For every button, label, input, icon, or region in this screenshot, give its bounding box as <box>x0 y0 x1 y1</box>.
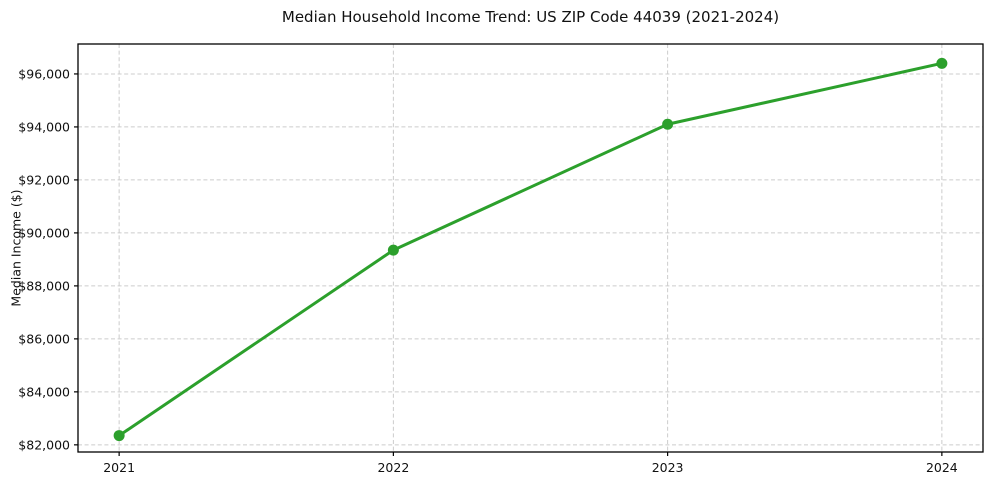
x-tick-label: 2024 <box>926 460 958 475</box>
data-point <box>113 430 125 442</box>
y-tick-label: $86,000 <box>18 331 70 346</box>
data-point <box>387 244 399 256</box>
x-tick-label: 2023 <box>652 460 684 475</box>
plot-frame <box>77 43 984 453</box>
data-point <box>662 118 674 130</box>
y-tick-label: $82,000 <box>18 437 70 452</box>
y-tick-label: $90,000 <box>18 225 70 240</box>
y-tick-label: $88,000 <box>18 278 70 293</box>
x-tick-label: 2021 <box>103 460 135 475</box>
x-tick-label: 2022 <box>377 460 409 475</box>
y-tick-label: $92,000 <box>18 172 70 187</box>
y-tick-label: $94,000 <box>18 119 70 134</box>
chart-title: Median Household Income Trend: US ZIP Co… <box>281 8 780 26</box>
data-line <box>117 61 944 438</box>
y-tick-label: $84,000 <box>18 384 70 399</box>
data-point <box>936 57 948 69</box>
y-tick-label: $96,000 <box>18 66 70 81</box>
